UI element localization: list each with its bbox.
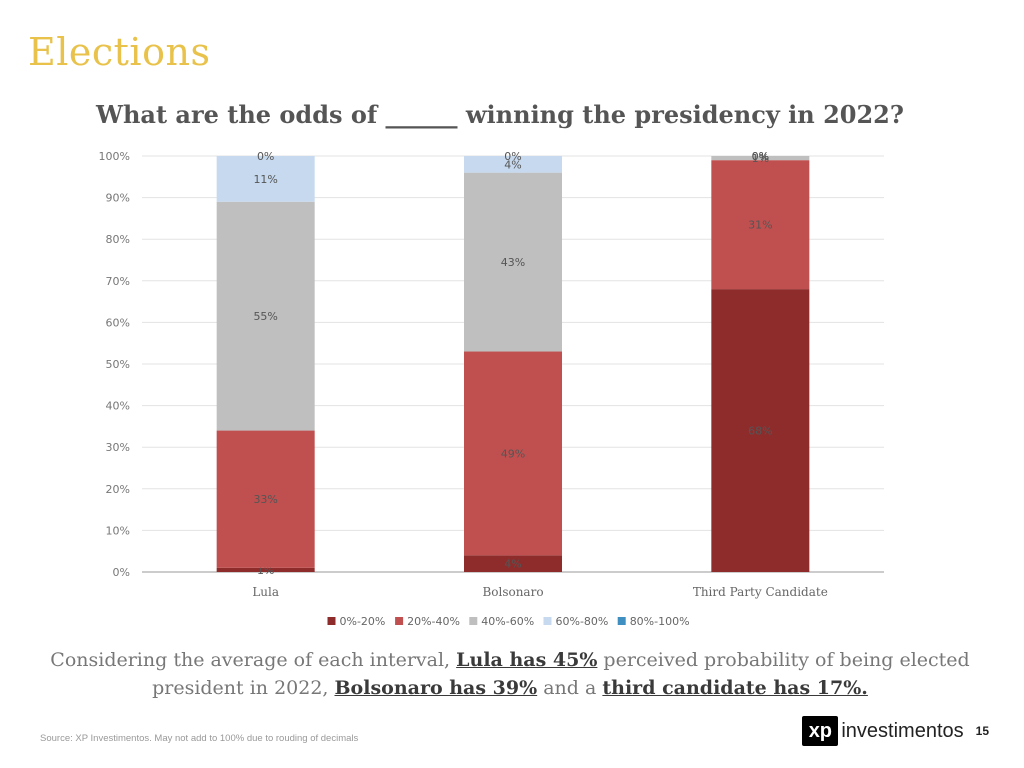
- bar-segment: [711, 156, 810, 161]
- x-tick-label: Bolsonaro: [482, 585, 543, 599]
- footnote-highlight-third: third candidate has 17%.: [602, 677, 868, 699]
- data-label: 0%: [257, 150, 274, 163]
- bar-segment: [216, 430, 315, 568]
- legend-label: 20%-40%: [407, 615, 460, 628]
- x-tick-label: Lula: [252, 585, 279, 599]
- source-note: Source: XP Investimentos. May not add to…: [40, 733, 359, 744]
- xp-logo-word: investimentos: [841, 719, 964, 742]
- data-label: 49%: [501, 447, 525, 460]
- data-label: 0%: [752, 150, 769, 163]
- y-tick-label: 70%: [106, 275, 130, 288]
- legend-label: 0%-20%: [340, 615, 386, 628]
- y-tick-label: 100%: [99, 150, 130, 163]
- footnote-text-3: and a: [537, 677, 603, 699]
- y-tick-label: 60%: [106, 316, 130, 329]
- legend-swatch: [395, 617, 404, 625]
- slide-title: Elections: [28, 30, 211, 74]
- legend-swatch: [617, 617, 626, 625]
- bar-segment: [464, 156, 562, 173]
- data-label: 33%: [253, 493, 277, 506]
- data-label: 4%: [504, 158, 521, 171]
- y-tick-label: 30%: [106, 441, 130, 454]
- data-label: 31%: [748, 219, 772, 232]
- footnote-text-1: Considering the average of each interval…: [50, 649, 457, 671]
- page-number: 15: [975, 724, 989, 738]
- brand-logo: xp investimentos 15: [802, 716, 989, 746]
- data-label: 1%: [752, 152, 769, 165]
- data-label: 68%: [748, 425, 772, 438]
- bar-segment: [711, 289, 810, 572]
- data-label: 43%: [501, 256, 525, 269]
- footnote-text-2: perceived probability of being elected p…: [152, 649, 970, 699]
- bar-segment: [464, 172, 562, 352]
- y-tick-label: 80%: [106, 233, 130, 246]
- y-tick-label: 10%: [106, 524, 130, 537]
- legend-swatch: [543, 617, 552, 625]
- legend-label: 40%-60%: [481, 615, 534, 628]
- y-tick-label: 20%: [106, 483, 130, 496]
- data-label: 11%: [253, 173, 277, 186]
- legend-label: 80%-100%: [630, 615, 690, 628]
- data-label: 0%: [752, 150, 769, 163]
- y-tick-label: 0%: [113, 566, 130, 579]
- bar-segment: [216, 201, 315, 431]
- y-tick-label: 90%: [106, 192, 130, 205]
- data-label: 0%: [504, 150, 521, 163]
- x-tick-label: Third Party Candidate: [693, 585, 828, 599]
- bar-segment: [711, 160, 810, 290]
- legend-swatch: [327, 617, 336, 625]
- bar-segment: [216, 156, 315, 202]
- legend-swatch: [469, 617, 478, 625]
- data-label: 4%: [504, 558, 521, 571]
- footnote-highlight-lula: Lula has 45%: [456, 649, 598, 671]
- footnote: Considering the average of each interval…: [40, 646, 980, 702]
- bar-segment: [216, 567, 315, 572]
- chart-title: What are the odds of ______ winning the …: [96, 100, 904, 129]
- bar-segment: [464, 351, 562, 556]
- y-tick-label: 50%: [106, 358, 130, 371]
- xp-logo-mark: xp: [802, 716, 839, 746]
- data-label: 55%: [253, 310, 277, 323]
- y-tick-label: 40%: [106, 400, 130, 413]
- bar-segment: [464, 555, 562, 572]
- legend-label: 60%-80%: [556, 615, 609, 628]
- footnote-highlight-bolsonaro: Bolsonaro has 39%: [334, 677, 538, 699]
- stacked-bar-chart: 0% 10% 20% 30% 40% 50% 60% 70% 80% 90% 100% 1% 33% 55…: [99, 150, 884, 628]
